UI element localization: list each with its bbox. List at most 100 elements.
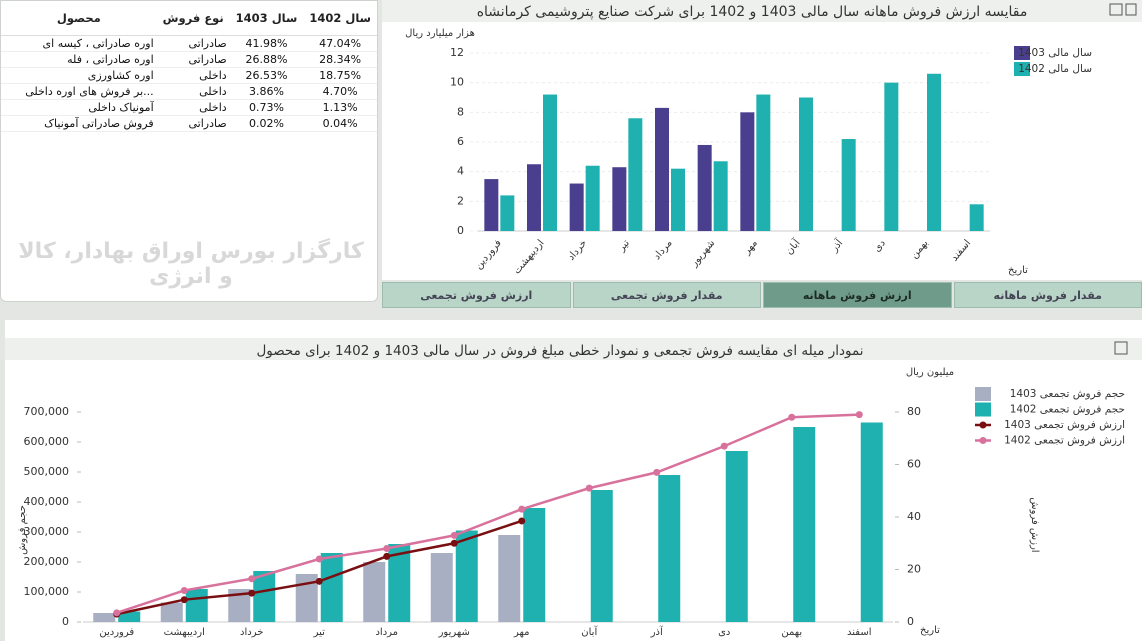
line-point [518,505,526,513]
line-point [180,596,188,604]
x-tick-label: مهر [741,238,760,258]
legend-label: حجم فروش تجمعی 1403 [1010,388,1125,400]
line-point [585,484,593,492]
x-tick-label: اردیبهشت [512,238,547,277]
tab[interactable]: مقدار فروش تجمعی [572,282,761,308]
bar [740,112,755,231]
y-axis-title: هزار میلیارد ریال [405,28,475,39]
x-tick-label: آبان [581,625,598,638]
x-tick-label: مرداد [375,627,398,638]
line-point [450,539,458,547]
table-cell: داخلی [156,83,230,100]
table-row: آمونیاک داخلی داخلی 0.73% 1.13% [1,99,377,116]
y-tick-label: 12 [450,46,464,59]
bar [455,530,478,622]
column-header[interactable]: سال 1402 [303,1,377,36]
table-cell: اوره صادراتی ، کیسه ای [1,35,157,52]
chart-title: نمودار میله ای مقایسه فروش تجمعی و نمودا… [256,343,863,359]
export-icon[interactable] [1109,3,1123,16]
line-point [113,609,121,617]
y-tick-label: 200,000 [24,555,70,568]
tab[interactable]: ارزش فروش تجمعی [382,282,571,308]
bar [569,183,584,231]
line-point [720,442,728,450]
legend-swatch [1014,46,1030,60]
tab-bar: ارزش فروش تجمعی مقدار فروش تجمعی ارزش فروش… [382,282,1142,308]
y-tick-label: 8 [457,105,464,118]
legend-label: سال مالی 1403 [1018,47,1092,59]
tab[interactable]: ارزش فروش ماهانه [763,282,952,308]
bar [320,553,343,622]
line-point [248,575,256,583]
bar [118,611,141,622]
x-tick-label: آذر [650,625,664,638]
table-cell: صادراتی [156,51,230,68]
export-icon[interactable] [1114,341,1128,355]
table-cell: 1.13% [303,99,377,116]
y-tick-label: 100,000 [24,585,70,598]
bar [523,508,546,622]
x-axis-title: تاریخ [1008,265,1028,276]
x-tick-label: مرداد [652,238,675,262]
y2-tick-label: 80 [907,405,921,418]
line-point [315,577,323,585]
y-tick-label: 6 [457,135,464,148]
bar [884,82,899,232]
bar [484,179,499,231]
column-header[interactable]: نوع فروش [156,1,230,36]
table-cell: 0.02% [229,115,304,132]
line-point [855,411,863,419]
line-point [315,555,323,563]
bar [697,144,712,231]
line-point [248,589,256,597]
x-tick-label: اسفند [847,627,871,638]
table-cell: 26.88% [229,51,304,68]
x-tick-label: بهمن [781,627,802,638]
x-tick-label: دی [872,238,888,254]
y-tick-label: 500,000 [24,465,70,478]
y2-tick-label: 20 [907,563,921,576]
column-header[interactable]: سال 1403 [229,1,304,36]
y-tick-label: 600,000 [24,435,70,448]
y2-tick-label: 40 [907,510,921,523]
bar [860,422,883,622]
x-tick-label: شهریور [438,627,470,638]
bar [93,613,116,622]
x-tick-label: خرداد [566,238,589,263]
table-cell: داخلی [156,67,230,84]
y-tick-label: 2 [457,194,464,207]
bar [500,195,515,231]
column-header[interactable]: محصول [1,1,157,36]
legend-swatch [979,437,987,444]
bar [655,107,669,231]
export-icon[interactable] [1125,3,1137,16]
line-point [653,468,661,476]
y-tick-label: 4 [457,165,464,178]
bar [713,161,728,231]
tab[interactable]: مقدار فروش ماهانه [953,282,1142,308]
table-row: فروش صادراتی آمونیاک صادراتی 0.02% 0.04% [1,115,377,132]
table-cell: اوره کشاورزی [1,67,157,84]
legend-swatch [975,402,991,417]
bar [628,118,643,231]
table-cell: صادراتی [156,35,230,52]
bar [228,589,251,622]
x-tick-label: آبان [782,236,803,258]
table-cell: 41.98% [229,35,304,52]
bar [185,589,208,622]
table-cell: آمونیاک داخلی [1,99,157,116]
bar [612,167,627,231]
x-tick-label: دی [718,627,730,638]
bar [671,168,685,231]
x-tick-label: شهریور [688,238,717,270]
legend-swatch [1014,62,1030,76]
share-table: محصول نوع فروش سال 1403 سال 1402 اوره صادرا… [1,1,377,132]
bar [363,562,386,622]
chart-title: مقایسه ارزش فروش ماهانه سال مالی 1403 و … [477,4,1028,20]
x-tick-label: اردیبهشت [164,627,205,638]
y-tick-label: 0 [62,615,69,628]
bar [585,165,600,231]
table-cell: صادراتی [156,115,230,132]
legend-label: ارزش فروش تجمعی 1403 [1004,419,1125,431]
